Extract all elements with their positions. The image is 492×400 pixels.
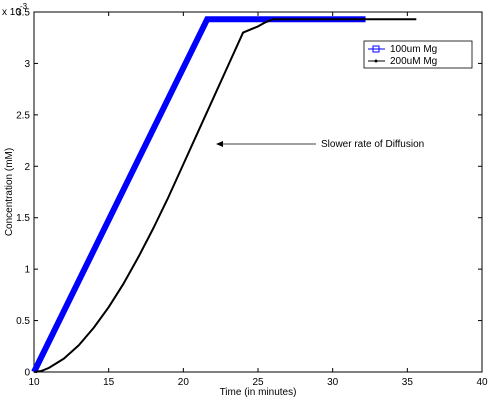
y-tick-label: 2.5 — [16, 110, 30, 121]
y-scale-note: x 10 — [2, 7, 21, 18]
x-tick-label: 25 — [252, 377, 264, 388]
series-line-200um-mg — [33, 18, 417, 373]
x-axis-label: Time (in minutes) — [220, 387, 297, 398]
annotation: Slower rate of Diffusion — [216, 139, 424, 150]
legend: 100um Mg 200uM Mg — [363, 40, 473, 69]
annotation-text: Slower rate of Diffusion — [321, 139, 424, 150]
x-tick-label: 40 — [476, 377, 488, 388]
y-tick-label: 2 — [24, 162, 30, 173]
x-tick-label: 10 — [28, 377, 40, 388]
x-tick-label: 15 — [103, 377, 115, 388]
legend-marker-series-2 — [374, 59, 378, 63]
y-tick-labels: 0 0.5 1 1.5 2 2.5 3 3.5 — [16, 8, 30, 379]
x-tick-label: 35 — [402, 377, 414, 388]
y-tick-label: 1 — [24, 265, 30, 276]
legend-box — [363, 40, 473, 69]
y-tick-label: 3.5 — [16, 8, 30, 19]
x-tick-label: 30 — [327, 377, 339, 388]
y-tick-label: 1.5 — [16, 213, 30, 224]
legend-label-series-1: 100um Mg — [390, 44, 437, 55]
y-tick-label: 3 — [24, 59, 30, 70]
y-tick-label: 0 — [24, 368, 30, 379]
y-scale-exponent: -3 — [20, 2, 28, 11]
x-tick-labels: 10 15 20 25 30 35 40 — [28, 377, 488, 388]
x-tick-label: 20 — [178, 377, 190, 388]
y-axis-label: Concentration (mM) — [4, 148, 15, 236]
series-group — [31, 16, 417, 374]
legend-label-series-2: 200uM Mg — [390, 56, 437, 67]
y-tick-label: 0.5 — [16, 316, 30, 327]
legend-marker-series-1 — [372, 45, 380, 53]
annotation-arrowhead — [216, 141, 223, 147]
plot-area — [33, 11, 483, 373]
